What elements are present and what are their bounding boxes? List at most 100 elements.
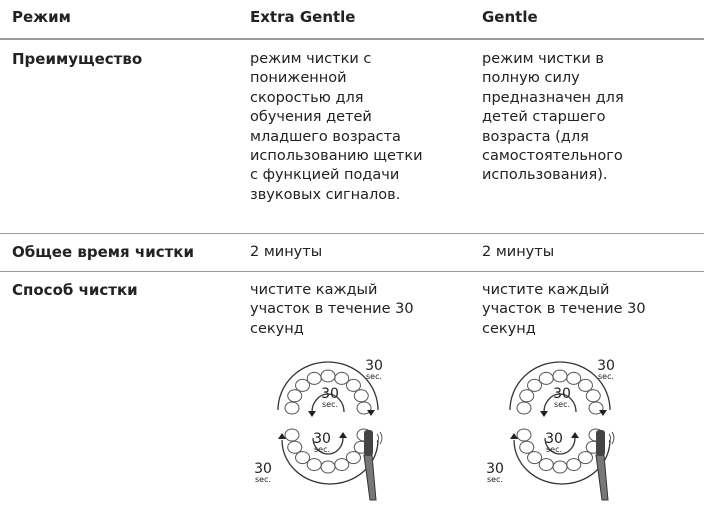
brush-path xyxy=(312,437,344,455)
cell-line: участок в течение 30 xyxy=(482,301,646,318)
brush-head xyxy=(364,430,373,456)
unit-label: sec. xyxy=(314,445,330,454)
cell-line: младшего возраста xyxy=(250,128,401,145)
cell-line: использованию щетки xyxy=(250,148,423,164)
row-label: Преимущество xyxy=(12,50,143,68)
time-label: 30 xyxy=(597,358,615,374)
tooth xyxy=(566,458,582,472)
tooth xyxy=(538,371,554,385)
unit-label: sec. xyxy=(366,372,382,381)
time-label: 30 xyxy=(486,461,504,477)
brush-path xyxy=(311,393,345,413)
brush-path xyxy=(281,439,379,485)
cell-line: самостоятельного xyxy=(482,148,623,164)
unit-label: sec. xyxy=(546,445,562,454)
tooth xyxy=(353,389,369,403)
tooth xyxy=(320,369,336,383)
row-rule xyxy=(0,271,704,272)
cell-line: использования). xyxy=(482,167,608,184)
tooth xyxy=(284,401,300,415)
tooth xyxy=(345,378,361,392)
tooth xyxy=(588,401,604,415)
unit-label: sec. xyxy=(554,400,570,409)
arrow-head xyxy=(339,432,347,438)
brush-path xyxy=(277,361,379,411)
tooth xyxy=(320,460,336,474)
time-label: 30 xyxy=(254,461,272,477)
vibration xyxy=(608,431,615,445)
arrow-head xyxy=(599,410,607,416)
unit-label: sec. xyxy=(598,372,614,381)
cell-line: предназначен для xyxy=(482,89,624,106)
unit-label: sec. xyxy=(322,400,338,409)
cell-line: 2 минуты xyxy=(482,244,555,260)
brush-head xyxy=(596,430,605,456)
tooth xyxy=(345,451,361,465)
unit-label: sec. xyxy=(255,475,271,484)
cell-line: чистите каждый xyxy=(482,282,610,298)
arrow-head xyxy=(308,411,316,417)
brush-path xyxy=(543,393,577,413)
tooth xyxy=(552,460,568,474)
cell-line: детей старшего xyxy=(482,109,606,126)
tooth xyxy=(519,440,535,454)
tooth xyxy=(295,451,311,465)
cell-line: секунд xyxy=(250,320,304,337)
cell-line: чистите каждый xyxy=(250,282,378,298)
tooth xyxy=(538,458,554,472)
tooth xyxy=(527,451,543,465)
arrow-head xyxy=(540,411,548,417)
brush-path xyxy=(544,437,576,455)
time-label: 30 xyxy=(545,431,563,447)
arrow-head xyxy=(367,410,375,416)
time-label: 30 xyxy=(553,386,571,402)
brush-path xyxy=(513,439,611,485)
tooth xyxy=(287,440,303,454)
time-label: 30 xyxy=(365,358,383,374)
arrow-head xyxy=(571,432,579,438)
cell-line: 2 минуты xyxy=(250,244,323,260)
tooth xyxy=(306,371,322,385)
cell-line: режим чистки в xyxy=(482,51,604,67)
tooth xyxy=(516,428,532,442)
time-label: 30 xyxy=(321,386,339,402)
toothbrush xyxy=(595,454,609,501)
arrow-head xyxy=(510,433,518,439)
cell-line: пониженной xyxy=(250,70,347,87)
time-label: 30 xyxy=(313,431,331,447)
cell-line: обучения детей xyxy=(250,109,372,126)
tooth xyxy=(356,401,372,415)
header-cell: Режим xyxy=(12,8,71,26)
cell-line: участок в течение 30 xyxy=(250,301,414,318)
cell-line: возраста (для xyxy=(482,128,589,145)
header-cell: Gentle xyxy=(482,8,538,26)
cell-line: звуковых сигналов. xyxy=(250,186,401,203)
tooth xyxy=(566,371,582,385)
tooth xyxy=(516,401,532,415)
arrow-head xyxy=(278,433,286,439)
tooth xyxy=(552,369,568,383)
header-rule xyxy=(0,38,704,40)
cell-line: полную силу xyxy=(482,70,580,87)
tooth xyxy=(334,371,350,385)
brush-path xyxy=(509,361,611,411)
tooth xyxy=(577,451,593,465)
cell-line: скоростью для xyxy=(250,89,364,106)
cell-line: режим чистки с xyxy=(250,51,372,67)
tooth xyxy=(527,378,543,392)
tooth xyxy=(306,458,322,472)
tooth xyxy=(519,389,535,403)
row-rule xyxy=(0,233,704,234)
header-cell: Extra Gentle xyxy=(250,8,356,26)
tooth xyxy=(334,458,350,472)
toothbrush xyxy=(363,454,377,501)
tooth xyxy=(284,428,300,442)
cell-line: с функцией подачи xyxy=(250,167,400,184)
row-label: Общее время чистки xyxy=(12,243,194,261)
tooth xyxy=(287,389,303,403)
tooth xyxy=(577,378,593,392)
